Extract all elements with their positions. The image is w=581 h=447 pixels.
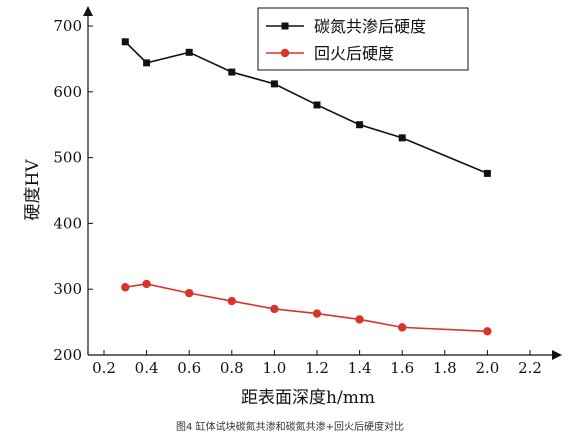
data-point-marker xyxy=(312,309,322,318)
figure-caption: 图4 缸体试块碳氮共渗和碳氮共渗+回火后硬度对比 xyxy=(176,420,404,433)
data-point-marker xyxy=(185,288,194,298)
y-tick-label: 200 xyxy=(53,346,82,364)
data-point-marker xyxy=(185,48,193,56)
data-point-marker xyxy=(228,68,236,76)
x-tick-label: 1.2 xyxy=(305,359,329,377)
series-layer xyxy=(121,38,492,336)
x-axis-title: 距表面深度h/mm xyxy=(241,388,375,408)
y-tick-label: 700 xyxy=(53,17,82,35)
y-tick-label: 400 xyxy=(53,214,82,232)
x-tick-label: 2.0 xyxy=(475,359,499,377)
data-point-marker xyxy=(143,59,151,67)
data-point-marker xyxy=(313,101,321,109)
legend-label-1: 回火后硬度 xyxy=(314,44,394,63)
data-point-marker xyxy=(483,327,492,336)
x-tick-label: 1.8 xyxy=(433,359,457,377)
legend-label-0: 碳氮共渗后硬度 xyxy=(314,17,426,36)
y-axis-ticks: 200 300 400 500 600 700 xyxy=(53,17,93,364)
data-point-marker xyxy=(270,80,278,88)
legend-marker-0 xyxy=(281,22,289,30)
x-tick-label: 1.4 xyxy=(348,359,372,377)
data-point-marker xyxy=(355,315,364,324)
y-tick-label: 600 xyxy=(53,83,82,101)
series-line-1 xyxy=(125,283,488,333)
data-point-marker xyxy=(142,279,151,289)
legend-box xyxy=(257,7,469,71)
data-point-marker xyxy=(483,169,491,177)
data-point-marker xyxy=(121,38,129,46)
x-tick-label: 1.0 xyxy=(262,359,286,377)
y-axis-title: 硬度HV xyxy=(23,159,43,221)
x-tick-label: 0.6 xyxy=(177,359,201,377)
y-tick-label: 300 xyxy=(53,280,82,298)
data-point-marker xyxy=(227,296,236,306)
data-point-marker xyxy=(270,304,279,314)
legend-marker-1 xyxy=(280,48,290,58)
x-tick-label: 0.2 xyxy=(92,359,116,377)
data-point-marker xyxy=(398,134,406,142)
y-tick-label: 500 xyxy=(53,149,82,167)
x-tick-label: 0.8 xyxy=(220,359,244,377)
x-axis-ticks: 0.2 0.4 0.6 0.8 1.0 1.2 1.4 1.6 1.8 2.0 2.2 xyxy=(92,350,542,377)
data-point-marker xyxy=(398,323,407,332)
data-point-marker xyxy=(356,121,364,129)
axes xyxy=(83,6,562,360)
x-tick-label: 2.2 xyxy=(518,359,542,377)
x-tick-label: 0.4 xyxy=(135,359,159,377)
data-point-marker xyxy=(121,283,130,292)
x-tick-label: 1.6 xyxy=(390,359,414,377)
